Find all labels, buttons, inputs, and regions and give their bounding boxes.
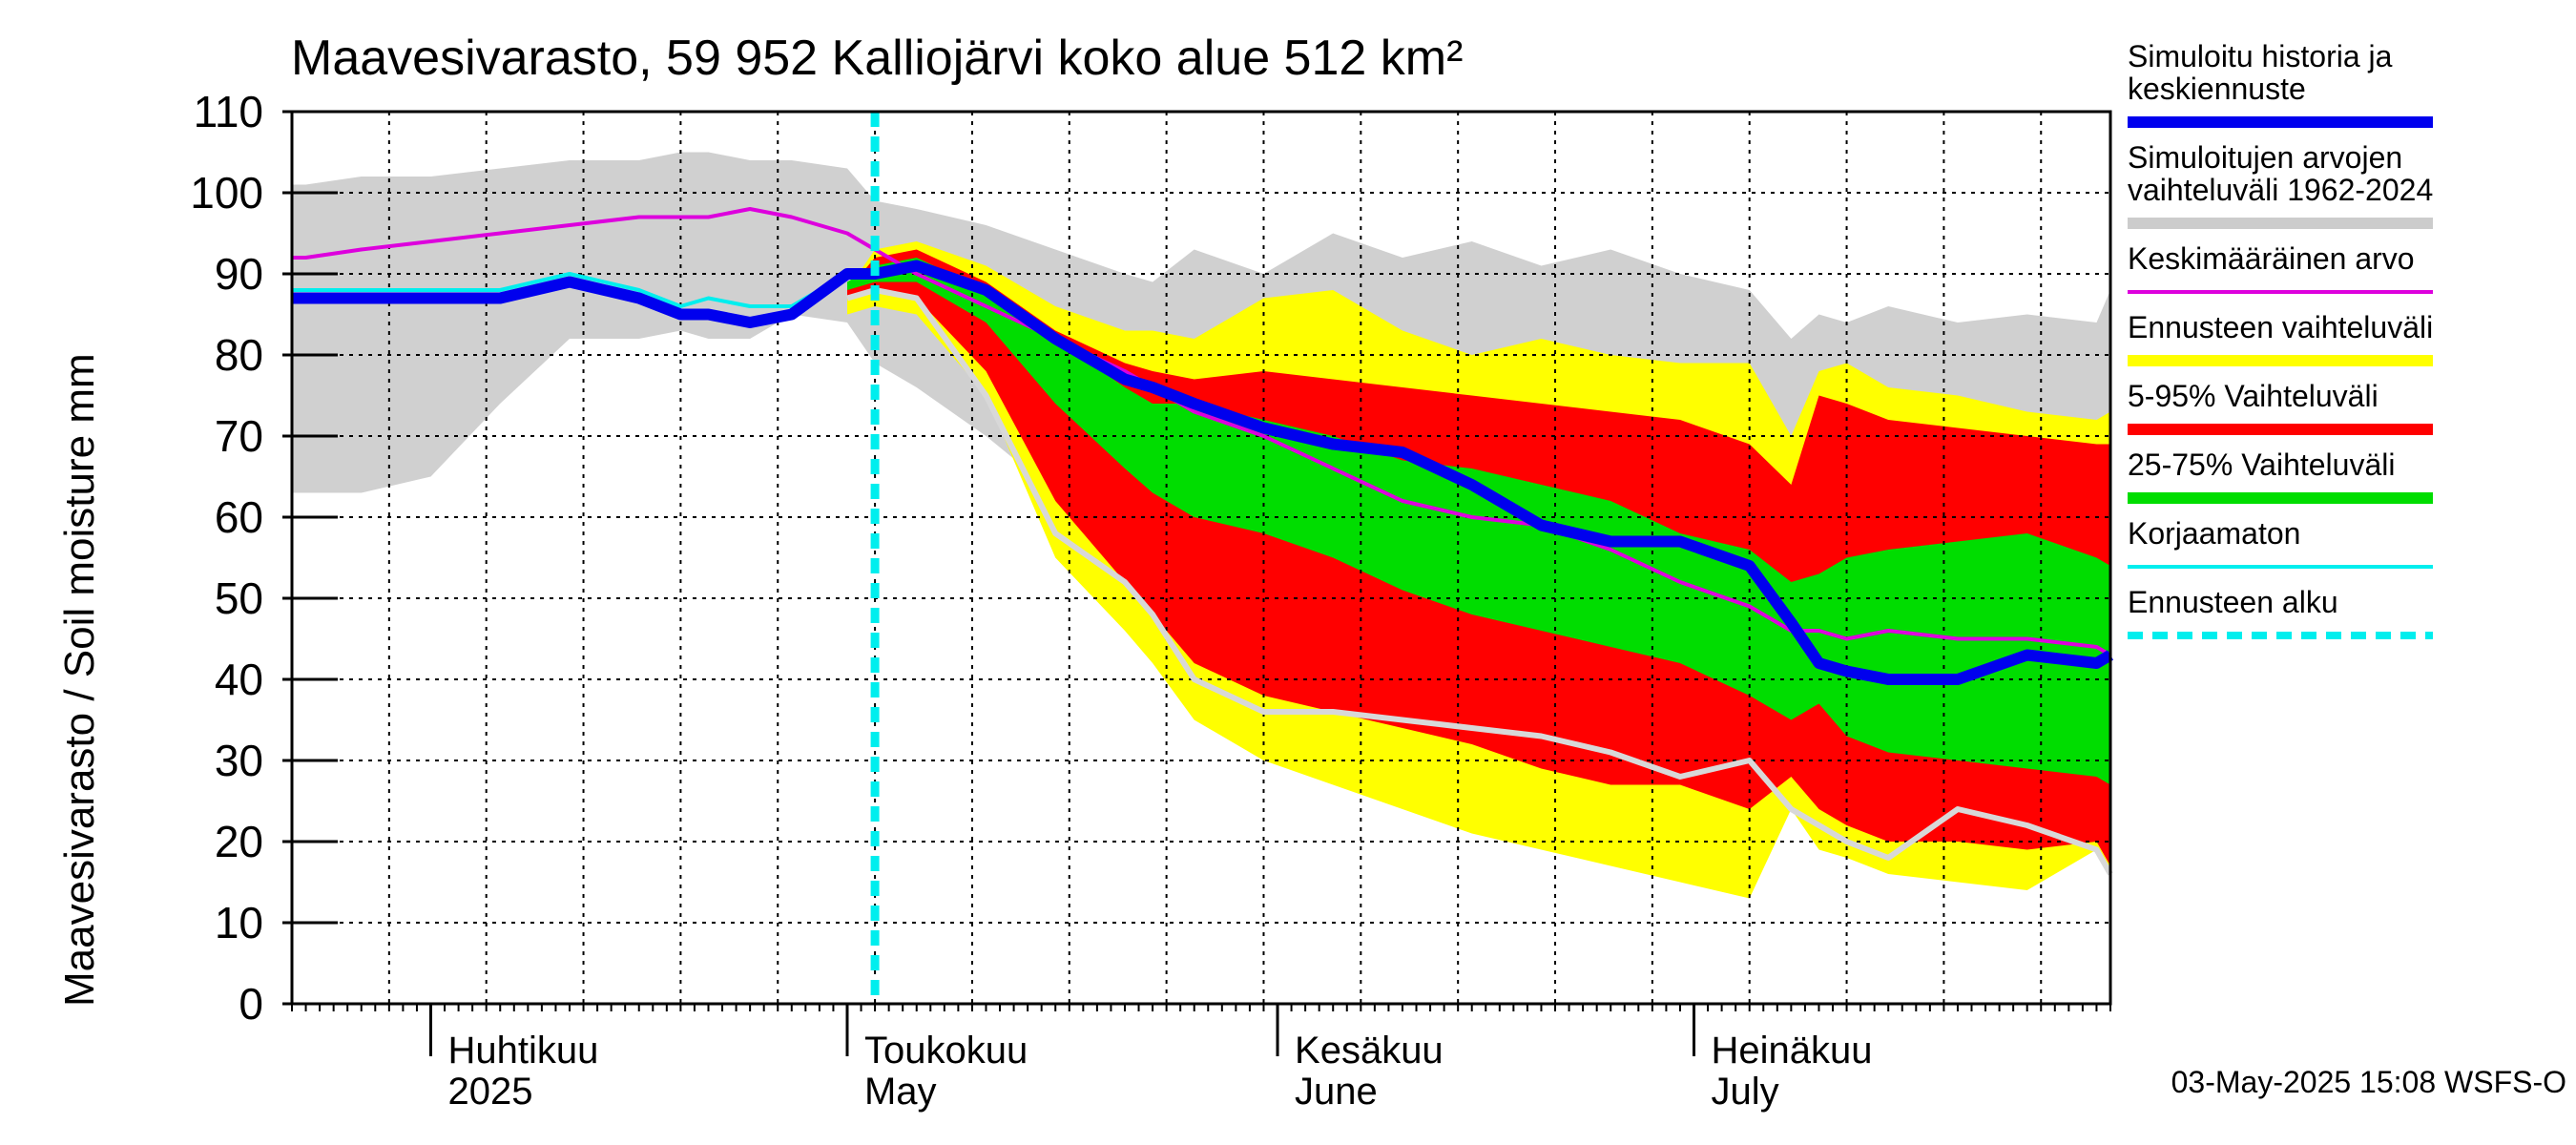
y-axis-label: Maavesivarasto / Soil moisture mm [56, 353, 103, 1007]
grid-lines [292, 111, 2110, 1004]
legend-label: Ennusteen vaihteluväli [2128, 310, 2433, 344]
month-label-en: May [864, 1071, 937, 1113]
y-tick-label: 100 [190, 168, 263, 218]
plot-frame [290, 110, 2112, 1006]
y-tick-label: 40 [215, 655, 263, 704]
y-tick-label: 70 [215, 411, 263, 461]
series-unadjusted-min [846, 287, 2113, 876]
band-p25-75 [847, 258, 2110, 785]
month-label-fi: Toukokuu [864, 1030, 1028, 1072]
y-tick-label: 110 [194, 87, 263, 136]
legend-label: Simuloitujen arvojen [2128, 140, 2402, 175]
legend-label: Simuloitu historia ja [2128, 39, 2393, 73]
legend-label: 25-75% Vaihteluväli [2128, 448, 2395, 482]
legend-label: Keskimääräinen arvo [2128, 241, 2415, 276]
month-label-fi: Kesäkuu [1295, 1030, 1444, 1072]
y-tick-label: 10 [215, 898, 263, 947]
series-simuloitu-historia-ja-keskiennuste [292, 260, 2114, 685]
range-bands [292, 152, 2110, 899]
y-tick-label: 0 [239, 979, 263, 1029]
legend-label: Korjaamaton [2128, 516, 2300, 551]
legend-label: 5-95% Vaihteluväli [2128, 379, 2379, 413]
y-tick-label: 50 [215, 573, 263, 623]
timestamp-footer: 03-May-2025 15:08 WSFS-O [2171, 1065, 2566, 1099]
legend-label: Ennusteen alku [2128, 585, 2338, 619]
month-label-en: June [1295, 1071, 1378, 1113]
month-label-en: 2025 [447, 1071, 532, 1113]
y-tick-label: 60 [215, 492, 263, 542]
y-tick-label: 90 [215, 249, 263, 299]
month-label-en: July [1712, 1071, 1779, 1113]
series-lines [292, 112, 2114, 1004]
y-tick-label: 80 [215, 330, 263, 380]
y-tick-label: 30 [215, 736, 263, 785]
legend-label: vaihteluväli 1962-2024 [2128, 173, 2433, 207]
legend-label: keskiennuste [2128, 72, 2306, 106]
month-label-fi: Huhtikuu [447, 1030, 598, 1072]
series-korjaamaton [292, 272, 849, 308]
month-label-fi: Heinäkuu [1712, 1030, 1873, 1072]
chart-title: Maavesivarasto, 59 952 Kalliojärvi koko … [291, 31, 1463, 86]
y-tick-label: 20 [215, 817, 263, 866]
